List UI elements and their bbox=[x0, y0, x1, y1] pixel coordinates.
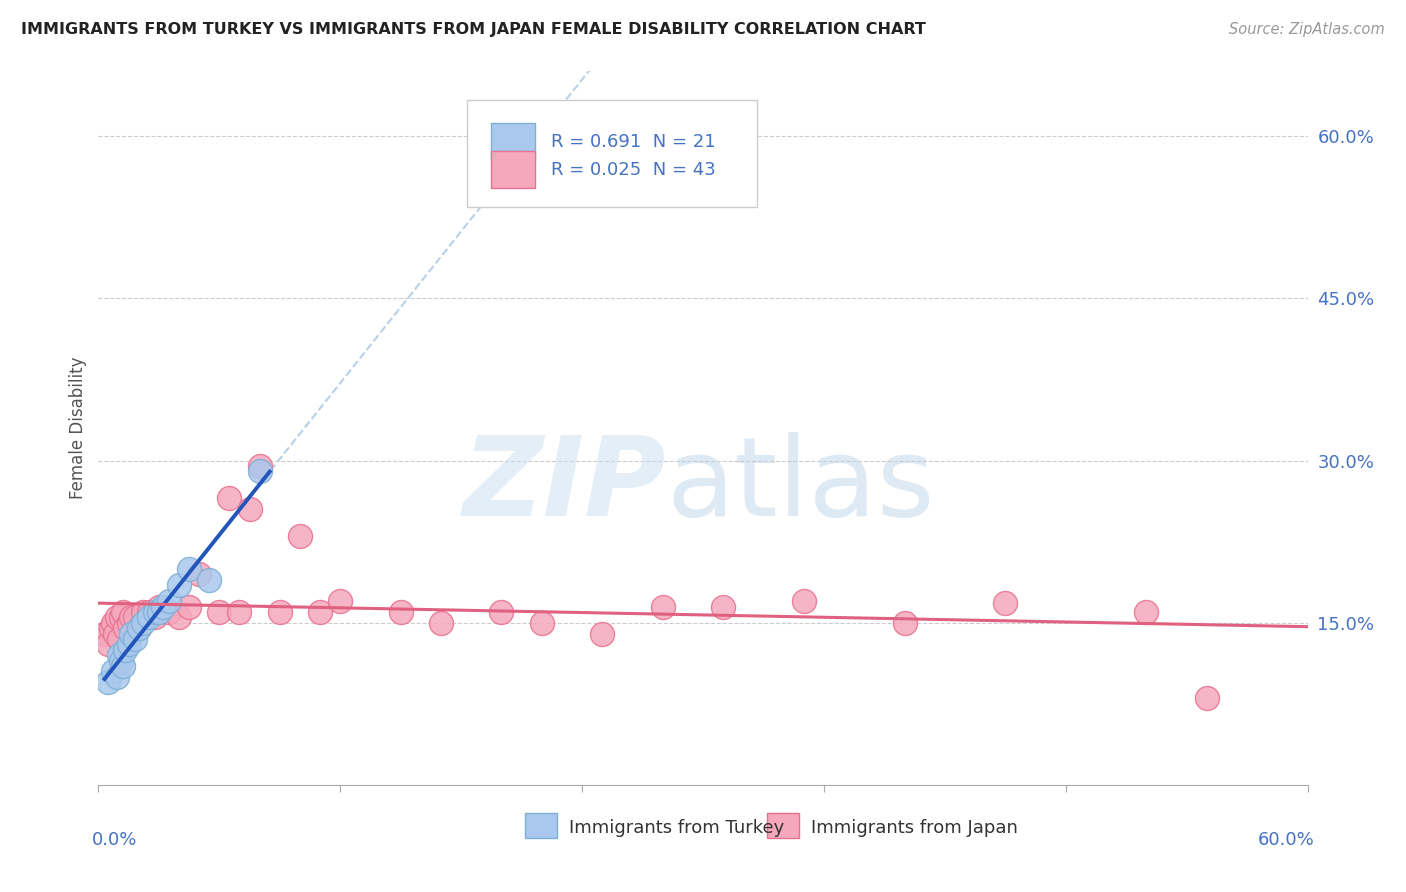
Y-axis label: Female Disability: Female Disability bbox=[69, 357, 87, 500]
Point bbox=[114, 621, 136, 635]
Text: ZIP: ZIP bbox=[463, 432, 666, 539]
Point bbox=[118, 615, 141, 630]
Point bbox=[309, 605, 332, 619]
Point bbox=[148, 599, 170, 614]
FancyBboxPatch shape bbox=[467, 100, 758, 207]
Point bbox=[711, 599, 734, 614]
FancyBboxPatch shape bbox=[492, 152, 534, 188]
Point bbox=[157, 594, 180, 608]
Point bbox=[110, 610, 132, 624]
Point bbox=[793, 594, 815, 608]
Point bbox=[1195, 691, 1218, 706]
Text: Source: ZipAtlas.com: Source: ZipAtlas.com bbox=[1229, 22, 1385, 37]
Text: atlas: atlas bbox=[666, 432, 935, 539]
FancyBboxPatch shape bbox=[526, 813, 557, 838]
Point bbox=[107, 648, 129, 663]
Point bbox=[1135, 605, 1157, 619]
Text: Immigrants from Japan: Immigrants from Japan bbox=[811, 819, 1018, 837]
Text: 60.0%: 60.0% bbox=[1258, 831, 1315, 849]
Point bbox=[249, 458, 271, 473]
Point bbox=[148, 605, 170, 619]
Point bbox=[269, 605, 291, 619]
Point bbox=[132, 605, 155, 619]
Point bbox=[138, 605, 160, 619]
Point bbox=[128, 621, 150, 635]
Point bbox=[218, 491, 240, 506]
Point bbox=[105, 670, 128, 684]
Point bbox=[430, 615, 453, 630]
Point bbox=[105, 610, 128, 624]
Point bbox=[97, 675, 120, 690]
Text: 0.0%: 0.0% bbox=[91, 831, 136, 849]
Point bbox=[124, 610, 146, 624]
Point bbox=[530, 615, 553, 630]
Point bbox=[239, 502, 262, 516]
Point bbox=[893, 615, 915, 630]
Point bbox=[101, 615, 124, 630]
Point bbox=[491, 605, 513, 619]
Point bbox=[111, 659, 134, 673]
Point bbox=[288, 529, 311, 543]
Point bbox=[110, 654, 132, 668]
Text: R = 0.025  N = 43: R = 0.025 N = 43 bbox=[551, 161, 716, 178]
Point bbox=[138, 610, 160, 624]
Point bbox=[208, 605, 231, 619]
Point bbox=[389, 605, 412, 619]
Point bbox=[143, 610, 166, 624]
Point bbox=[103, 626, 125, 640]
Point bbox=[167, 578, 190, 592]
Point bbox=[93, 626, 115, 640]
Point bbox=[152, 599, 174, 614]
Point bbox=[591, 626, 613, 640]
Point bbox=[120, 626, 142, 640]
Point bbox=[249, 464, 271, 478]
Point bbox=[132, 615, 155, 630]
Point bbox=[198, 573, 221, 587]
Text: IMMIGRANTS FROM TURKEY VS IMMIGRANTS FROM JAPAN FEMALE DISABILITY CORRELATION CH: IMMIGRANTS FROM TURKEY VS IMMIGRANTS FRO… bbox=[21, 22, 927, 37]
Point bbox=[111, 605, 134, 619]
Point bbox=[143, 605, 166, 619]
Point bbox=[179, 562, 201, 576]
Point bbox=[188, 567, 211, 582]
Point bbox=[157, 605, 180, 619]
Text: R = 0.691  N = 21: R = 0.691 N = 21 bbox=[551, 133, 716, 151]
Point bbox=[994, 596, 1017, 610]
Point bbox=[167, 610, 190, 624]
Point bbox=[101, 665, 124, 679]
Text: Immigrants from Turkey: Immigrants from Turkey bbox=[569, 819, 785, 837]
Point bbox=[651, 599, 673, 614]
Point bbox=[118, 637, 141, 651]
Point bbox=[124, 632, 146, 646]
Point bbox=[228, 605, 250, 619]
Point bbox=[128, 621, 150, 635]
Point bbox=[120, 610, 142, 624]
Point bbox=[114, 642, 136, 657]
Point bbox=[107, 632, 129, 646]
FancyBboxPatch shape bbox=[492, 123, 534, 161]
Point bbox=[329, 594, 352, 608]
Point bbox=[179, 599, 201, 614]
Point bbox=[97, 637, 120, 651]
Point bbox=[100, 621, 122, 635]
FancyBboxPatch shape bbox=[768, 813, 799, 838]
